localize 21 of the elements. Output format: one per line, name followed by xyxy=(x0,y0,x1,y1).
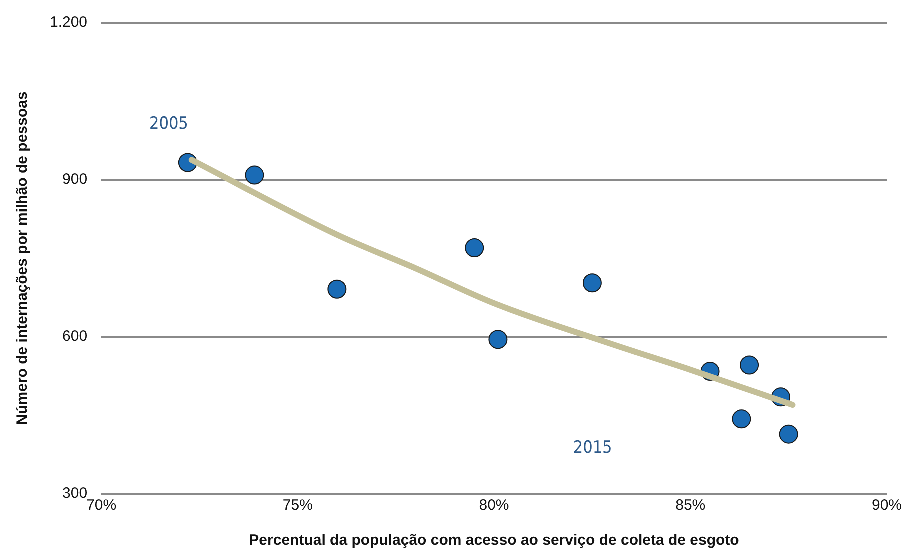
point xyxy=(582,274,602,293)
x-tick-label: 75% xyxy=(282,497,313,514)
point xyxy=(732,410,752,429)
x-axis-title: Percentual da população com acesso ao serviço de coleta de esgoto xyxy=(249,532,740,550)
point xyxy=(245,166,264,185)
x-tick-label: 80% xyxy=(479,497,510,514)
x-tick-label: 90% xyxy=(872,497,902,514)
x-tick-label: 70% xyxy=(86,497,117,514)
point xyxy=(328,280,347,299)
y-tick-label: 900 xyxy=(62,171,88,188)
point xyxy=(740,356,760,375)
annotation: 2015 xyxy=(573,438,612,458)
y-tick-label: 300 xyxy=(62,485,88,502)
y-axis-title: Número de internações por milhão de pessoas xyxy=(14,92,32,426)
y-tick-label: 600 xyxy=(62,328,88,346)
y-tick-label: 1.200 xyxy=(50,14,88,32)
point xyxy=(488,330,508,350)
point xyxy=(779,424,798,444)
annotation: 2005 xyxy=(149,114,188,134)
x-tick-label: 85% xyxy=(676,497,706,514)
point xyxy=(465,238,484,258)
